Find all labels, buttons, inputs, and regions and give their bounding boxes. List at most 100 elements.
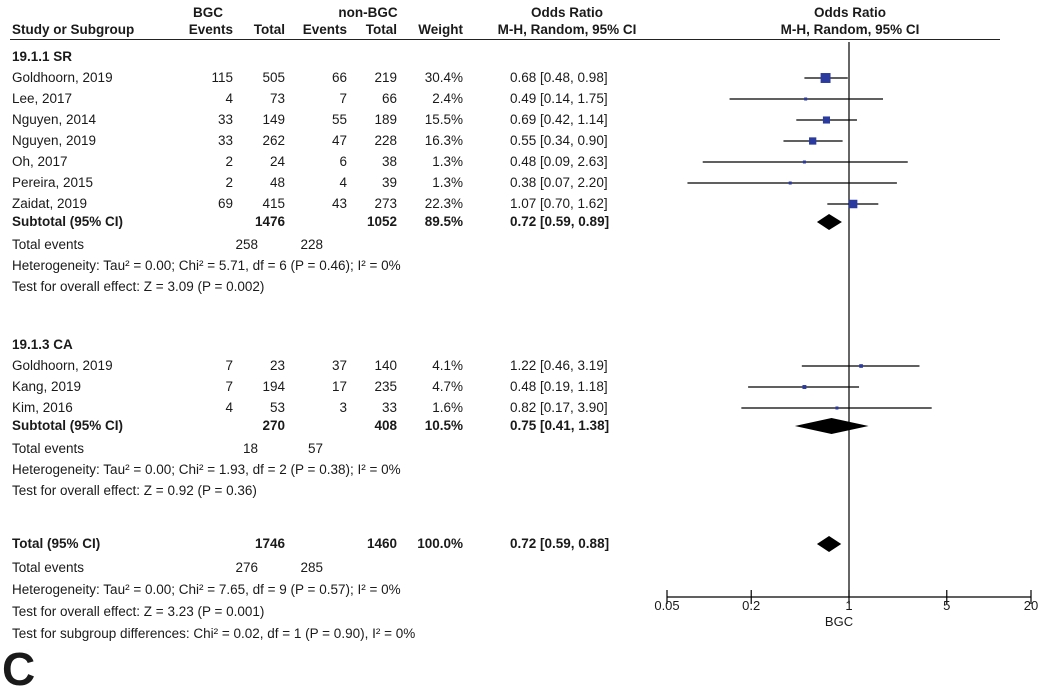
- study-events2: 37: [331, 358, 347, 373]
- study-total2: 273: [374, 196, 397, 211]
- study-ci: 0.48 [0.19, 1.18]: [510, 379, 608, 394]
- x-tick-label: 1: [845, 598, 852, 613]
- study-events1: 2: [225, 154, 233, 169]
- subgroup-label: 19.1.1 SR: [12, 49, 73, 64]
- study-total1: 48: [269, 175, 285, 190]
- study-events2: 47: [331, 133, 347, 148]
- overall-effect-text: Test for overall effect: Z = 3.23 (P = 0…: [12, 604, 265, 619]
- study-weight: 1.3%: [432, 175, 463, 190]
- subtotal-label: Subtotal (95% CI): [12, 418, 124, 433]
- study-weight: 30.4%: [424, 70, 463, 85]
- header-plot-method: M-H, Random, 95% CI: [780, 22, 920, 37]
- summary-diamond: [816, 214, 842, 230]
- study-weight: 15.5%: [424, 112, 463, 127]
- study-events1: 4: [225, 91, 233, 106]
- study-events2: 43: [331, 196, 347, 211]
- total-total1: 1746: [254, 536, 285, 551]
- study-name: Lee, 2017: [12, 91, 73, 106]
- study-events1: 69: [217, 196, 233, 211]
- subtotal-ci: 0.72 [0.59, 0.89]: [510, 214, 610, 229]
- heterogeneity-text: Heterogeneity: Tau² = 0.00; Chi² = 7.65,…: [12, 582, 401, 597]
- study-marker: [809, 137, 817, 145]
- study-events2: 4: [339, 175, 347, 190]
- study-total1: 415: [262, 196, 285, 211]
- study-weight: 4.7%: [432, 379, 463, 394]
- study-events2: 17: [331, 379, 347, 394]
- study-events2: 55: [331, 112, 347, 127]
- total-events1: 258: [235, 237, 258, 252]
- subtotal-label: Subtotal (95% CI): [12, 214, 124, 229]
- total-weight: 100.0%: [417, 536, 463, 551]
- subtotal-total2: 1052: [366, 214, 397, 229]
- study-total2: 140: [374, 358, 397, 373]
- study-marker: [835, 406, 839, 410]
- subtotal-total2: 408: [374, 418, 397, 433]
- study-events2: 6: [339, 154, 347, 169]
- study-marker: [804, 97, 808, 101]
- total-events-label: Total events: [12, 237, 85, 252]
- study-total2: 228: [374, 133, 397, 148]
- study-events2: 66: [331, 70, 347, 85]
- study-total2: 33: [381, 400, 397, 415]
- study-name: Pereira, 2015: [12, 175, 94, 190]
- study-total2: 66: [381, 91, 397, 106]
- study-weight: 4.1%: [432, 358, 463, 373]
- study-marker: [822, 116, 831, 124]
- header-rule: [10, 39, 1000, 40]
- subtotal-total1: 270: [262, 418, 285, 433]
- study-total1: 149: [262, 112, 285, 127]
- study-total2: 235: [374, 379, 397, 394]
- study-total2: 38: [381, 154, 397, 169]
- subtotal-ci: 0.75 [0.41, 1.38]: [510, 418, 610, 433]
- total-events1: 18: [242, 441, 258, 456]
- study-name: Kim, 2016: [12, 400, 73, 415]
- study-marker: [802, 385, 807, 389]
- study-weight: 1.3%: [432, 154, 463, 169]
- subgroup-diff-text: Test for subgroup differences: Chi² = 0.…: [12, 626, 416, 641]
- study-ci: 0.49 [0.14, 1.75]: [510, 91, 608, 106]
- total-events-label: Total events: [12, 560, 85, 575]
- header-group1: BGC: [193, 5, 223, 20]
- header-or-method: M-H, Random, 95% CI: [497, 22, 637, 37]
- overall-effect-text: Test for overall effect: Z = 3.09 (P = 0…: [12, 279, 265, 294]
- total-events2: 57: [307, 441, 323, 456]
- study-name: Goldhoorn, 2019: [12, 358, 113, 373]
- heterogeneity-text: Heterogeneity: Tau² = 0.00; Chi² = 1.93,…: [12, 462, 401, 477]
- study-name: Goldhoorn, 2019: [12, 70, 113, 85]
- study-name: Kang, 2019: [12, 379, 82, 394]
- x-tick-label: 20: [1024, 598, 1038, 613]
- study-events1: 115: [211, 70, 233, 85]
- header-weight: Weight: [418, 22, 463, 37]
- study-total2: 219: [374, 70, 397, 85]
- total-events2: 228: [300, 237, 323, 252]
- study-ci: 0.69 [0.42, 1.14]: [510, 112, 608, 127]
- study-events1: 2: [225, 175, 233, 190]
- subtotal-total1: 1476: [254, 214, 285, 229]
- study-events1: 33: [217, 133, 233, 148]
- study-name: Nguyen, 2014: [12, 112, 97, 127]
- study-ci: 0.55 [0.34, 0.90]: [510, 133, 608, 148]
- study-marker: [788, 181, 792, 185]
- study-weight: 2.4%: [432, 91, 463, 106]
- study-weight: 16.3%: [424, 133, 463, 148]
- study-ci: 0.68 [0.48, 0.98]: [510, 70, 608, 85]
- study-weight: 1.6%: [432, 400, 463, 415]
- study-ci: 0.48 [0.09, 2.63]: [510, 154, 608, 169]
- heterogeneity-text: Heterogeneity: Tau² = 0.00; Chi² = 5.71,…: [12, 258, 401, 273]
- study-total2: 189: [374, 112, 397, 127]
- overall-effect-text: Test for overall effect: Z = 0.92 (P = 0…: [12, 483, 257, 498]
- total-events1: 276: [235, 560, 258, 575]
- study-total1: 505: [262, 70, 285, 85]
- study-total1: 262: [262, 133, 285, 148]
- header-group2: non-BGC: [338, 5, 398, 20]
- total-events-label: Total events: [12, 441, 85, 456]
- subtotal-weight: 10.5%: [424, 418, 463, 433]
- study-events1: 7: [225, 358, 233, 373]
- study-marker: [859, 364, 863, 368]
- study-total1: 194: [262, 379, 285, 394]
- summary-diamond: [816, 536, 842, 552]
- study-name: Oh, 2017: [12, 154, 68, 169]
- study-marker: [820, 73, 831, 83]
- x-axis-label: BGC: [825, 614, 853, 629]
